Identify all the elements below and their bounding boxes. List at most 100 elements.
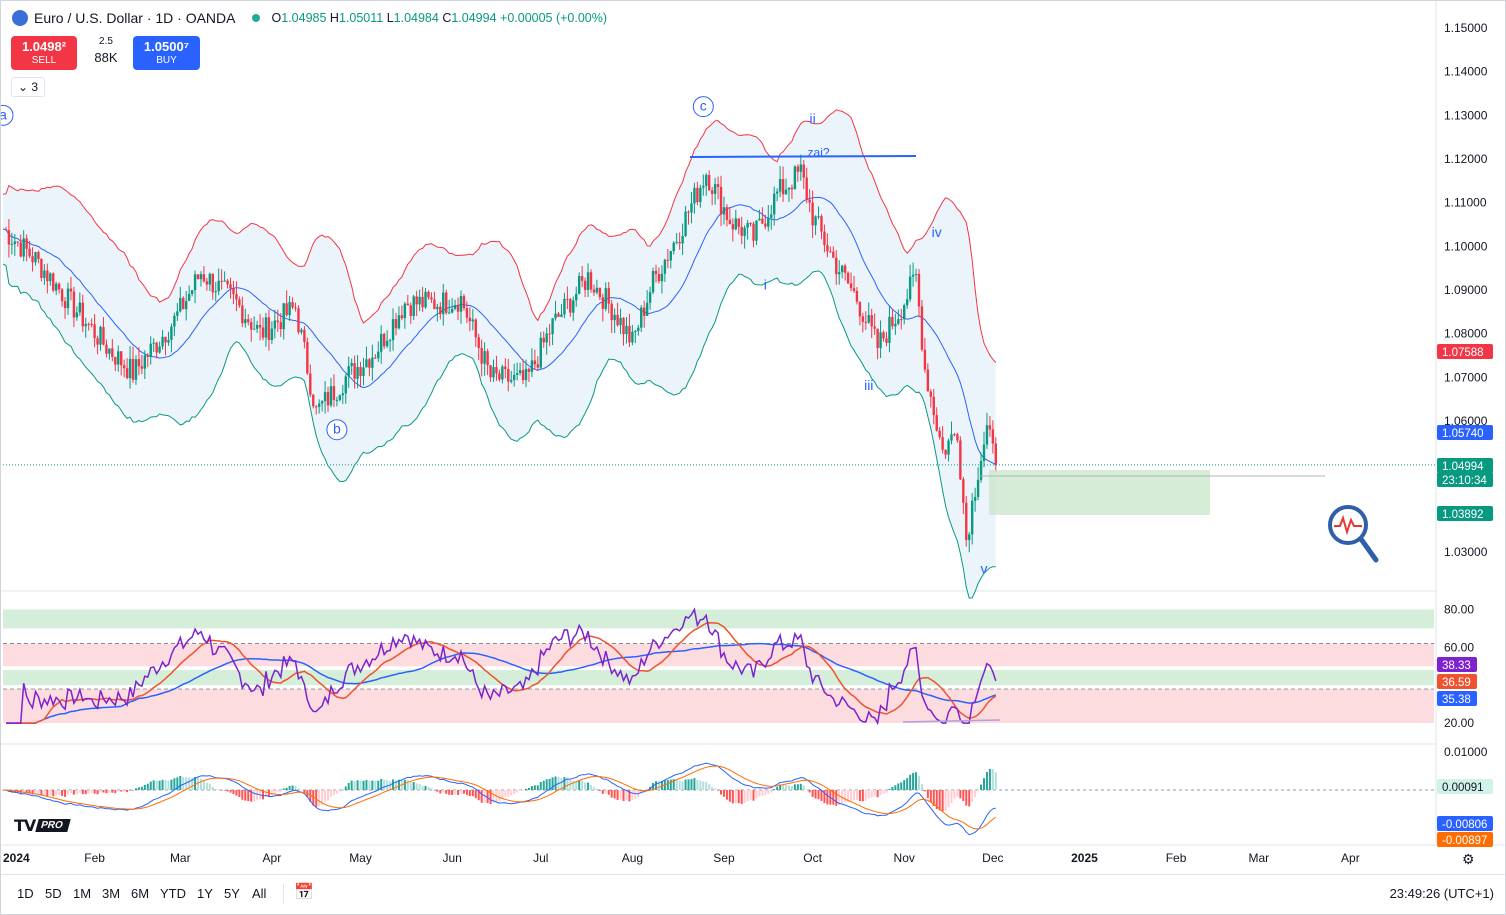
candle-body bbox=[852, 288, 856, 291]
bollinger-basis-line bbox=[2, 196, 997, 466]
toolbar-divider bbox=[283, 884, 284, 904]
candle-body bbox=[743, 227, 746, 236]
macd-histogram-bar bbox=[199, 778, 202, 790]
candle-body bbox=[569, 299, 572, 313]
candle-body bbox=[808, 199, 811, 203]
sell-button[interactable]: 1.0498² SELL bbox=[11, 36, 77, 70]
symbol-title[interactable]: Euro / U.S. Dollar · 1D · OANDA bbox=[34, 10, 236, 26]
candle-body bbox=[149, 343, 152, 357]
macd-histogram-bar bbox=[462, 790, 465, 794]
timeframe-1y-button[interactable]: 1Y bbox=[197, 886, 213, 901]
timeframe-5d-button[interactable]: 5D bbox=[45, 886, 62, 901]
magnifier-lens bbox=[1328, 505, 1368, 545]
macd-histogram-bar bbox=[329, 790, 332, 797]
candle-body bbox=[595, 287, 599, 293]
macd-histogram-bar bbox=[655, 781, 658, 790]
candle-body bbox=[829, 251, 832, 253]
macd-histogram-bar bbox=[917, 776, 920, 790]
macd-histogram-bar bbox=[705, 781, 708, 790]
candle-body bbox=[371, 357, 374, 368]
candle-body bbox=[54, 283, 58, 291]
macd-histogram-bar bbox=[182, 776, 185, 790]
indicators-collapse-button[interactable]: ⌄ 3 bbox=[11, 77, 46, 97]
candle-body bbox=[950, 434, 953, 441]
candle-body bbox=[838, 272, 841, 275]
candle-body bbox=[217, 280, 220, 292]
macd-histogram-bar bbox=[988, 768, 991, 790]
candle-body bbox=[982, 444, 986, 462]
settings-gear-icon[interactable]: ⚙ bbox=[1462, 851, 1475, 867]
candle-body bbox=[184, 300, 188, 310]
timeframe-1m-button[interactable]: 1M bbox=[73, 886, 92, 901]
candle-body bbox=[640, 307, 643, 328]
macd-histogram-bar bbox=[297, 788, 300, 790]
macd-histogram-bar bbox=[755, 790, 758, 799]
candle-body bbox=[40, 259, 43, 278]
timeframe-6m-button[interactable]: 6M bbox=[131, 886, 150, 901]
candle-body bbox=[374, 357, 377, 359]
buy-button[interactable]: 1.0500⁷ BUY bbox=[133, 36, 200, 70]
candle-body bbox=[28, 248, 31, 257]
candle-body bbox=[486, 351, 489, 366]
price-axis-tick: 1.07000 bbox=[1444, 370, 1488, 384]
macd-histogram-bar bbox=[380, 778, 383, 790]
macd-histogram-bar bbox=[179, 775, 182, 790]
wave-label: zai? bbox=[808, 145, 830, 159]
timeframe-1d-button[interactable]: 1D bbox=[17, 886, 34, 901]
candle-body bbox=[512, 374, 516, 380]
candle-body bbox=[430, 297, 433, 300]
candle-body bbox=[985, 425, 989, 445]
wave-label: a bbox=[0, 106, 7, 122]
candle-body bbox=[252, 328, 256, 330]
candle-body bbox=[84, 323, 87, 327]
candle-body bbox=[317, 403, 321, 407]
candle-body bbox=[176, 311, 179, 316]
spread-info: 2.5 88K bbox=[82, 36, 130, 64]
macd-histogram-bar bbox=[309, 790, 312, 802]
wave-label-circle bbox=[692, 96, 714, 118]
timeframe-all-button[interactable]: All bbox=[252, 886, 267, 901]
price-axis-tick: 1.06000 bbox=[1444, 414, 1488, 428]
candle-body bbox=[161, 336, 164, 347]
candle-body bbox=[515, 373, 519, 375]
candle-body bbox=[722, 207, 726, 215]
macd-histogram-bar bbox=[702, 781, 705, 790]
candle-body bbox=[226, 280, 229, 285]
timeframe-5y-button[interactable]: 5Y bbox=[224, 886, 240, 901]
candle-body bbox=[645, 302, 649, 316]
candle-body bbox=[25, 238, 28, 249]
candle-body bbox=[16, 241, 19, 243]
macd-histogram-bar bbox=[99, 790, 102, 793]
rsi-overbought-zone bbox=[3, 609, 1434, 629]
candle-body bbox=[707, 174, 711, 191]
macd-histogram-bar bbox=[814, 790, 817, 799]
high-label: H bbox=[329, 11, 339, 25]
candle-body bbox=[764, 223, 767, 227]
macd-histogram-bar bbox=[105, 790, 108, 794]
macd-histogram-bar bbox=[906, 778, 909, 790]
timeframe-ytd-button[interactable]: YTD bbox=[160, 886, 186, 901]
candle-body bbox=[920, 306, 924, 350]
rsi-line bbox=[6, 607, 997, 726]
timeframe-3m-button[interactable]: 3M bbox=[102, 886, 121, 901]
macd-histogram-bar bbox=[941, 790, 944, 812]
macd-histogram-bar bbox=[152, 780, 155, 790]
macd-histogram-bar bbox=[787, 785, 790, 790]
tradingview-logo[interactable]: TV PRO bbox=[14, 816, 71, 835]
macd-histogram-bar bbox=[714, 788, 717, 790]
candle-body bbox=[628, 325, 631, 343]
clock-timezone[interactable]: 23:49:26 (UTC+1) bbox=[1389, 886, 1494, 901]
candle-body bbox=[684, 211, 687, 237]
macd-histogram-bar bbox=[262, 790, 265, 800]
macd-histogram-bar bbox=[634, 790, 637, 800]
market-open-status-icon bbox=[251, 14, 260, 22]
go-to-date-calendar-icon[interactable]: 📅 bbox=[294, 884, 314, 901]
candle-body bbox=[214, 291, 217, 293]
macd-histogram-bar bbox=[49, 790, 52, 796]
macd-histogram-bar bbox=[539, 782, 542, 790]
time-axis-tick: Sep bbox=[713, 851, 735, 865]
macd-histogram-bar bbox=[25, 790, 28, 793]
candle-body bbox=[891, 316, 894, 327]
rsi-value-badge bbox=[1437, 657, 1477, 672]
